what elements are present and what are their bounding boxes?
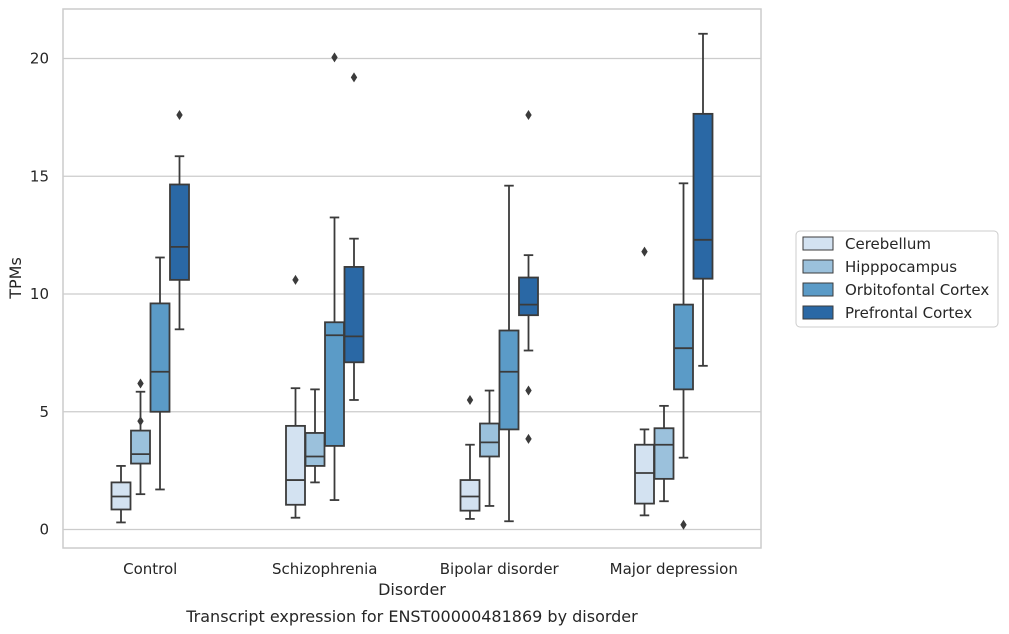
legend-frame: [795, 230, 999, 328]
box-cerebellum: [110, 465, 132, 524]
legend-swatch: [802, 305, 834, 320]
box-groups: [110, 32, 714, 530]
box-body: [459, 479, 481, 512]
outlier-point: [137, 416, 144, 427]
box-body: [130, 429, 151, 465]
box-body: [692, 112, 714, 280]
y-tick-labels: 0 5 10 15 20: [30, 50, 49, 539]
outlier-point: [525, 110, 532, 121]
box-prefrontal-cortex: [692, 32, 714, 367]
outlier-point: [331, 52, 338, 63]
box-cerebellum: [459, 394, 481, 520]
box-body: [304, 432, 326, 467]
box-hipppocampus: [653, 404, 675, 503]
y-tick-label-15: 15: [30, 167, 49, 185]
y-tick-label-5: 5: [39, 403, 49, 421]
x-tick-label-bipolar-disorder: Bipolar disorder: [440, 560, 560, 578]
chart-caption: Transcript expression for ENST0000048186…: [185, 607, 638, 626]
x-tick-label-major-depression: Major depression: [610, 560, 738, 578]
box-body: [169, 183, 190, 281]
box-body: [634, 443, 655, 505]
plot-frame: [62, 8, 762, 549]
legend-label: Orbitofontal Cortex: [845, 281, 989, 299]
box-cerebellum: [285, 274, 306, 519]
box-body: [343, 266, 365, 364]
outlier-point: [525, 433, 532, 444]
legend-item-cerebellum: Cerebellum: [802, 235, 931, 253]
box-group-major-depression: [634, 32, 714, 530]
box-prefrontal-cortex: [169, 110, 190, 331]
outlier-point: [466, 394, 474, 405]
x-tick-label-schizophrenia: Schizophrenia: [272, 560, 377, 578]
box-body: [285, 424, 306, 506]
box-hipppocampus: [130, 378, 151, 496]
legend-item-prefrontal-cortex: Prefrontal Cortex: [802, 304, 972, 322]
outlier-point: [137, 378, 144, 389]
outlier-point: [292, 274, 299, 285]
box-orbitofontal-cortex: [324, 52, 345, 501]
box-body: [498, 329, 520, 431]
legend-item-orbitofontal-cortex: Orbitofontal Cortex: [802, 281, 989, 299]
x-tick-labels: Control Schizophrenia Bipolar disorder Majo…: [123, 560, 738, 578]
outlier-point: [525, 385, 532, 396]
legend-swatch: [802, 259, 834, 274]
outlier-point: [641, 246, 648, 257]
box-body: [653, 427, 675, 480]
box-prefrontal-cortex: [518, 110, 539, 444]
box-body: [149, 302, 171, 413]
legend-item-hipppocampus: Hipppocampus: [802, 258, 957, 276]
box-hipppocampus: [304, 388, 326, 484]
box-orbitofontal-cortex: [673, 182, 694, 530]
y-axis-label: TPMs: [6, 257, 25, 300]
box-body: [673, 303, 694, 391]
legend-label: Hipppocampus: [845, 258, 957, 276]
box-body: [518, 276, 539, 317]
outlier-point: [680, 519, 687, 530]
outlier-point: [176, 110, 183, 121]
legend-swatch: [802, 236, 834, 251]
box-prefrontal-cortex: [343, 72, 365, 401]
y-tick-label-0: 0: [39, 521, 49, 539]
legend-label: Cerebellum: [845, 235, 931, 253]
legend-swatch: [802, 282, 834, 297]
box-group-control: [110, 110, 190, 524]
x-tick-label-control: Control: [123, 560, 177, 578]
box-orbitofontal-cortex: [498, 184, 520, 523]
box-body: [479, 422, 500, 458]
outlier-point: [350, 72, 358, 83]
box-hipppocampus: [479, 389, 500, 507]
legend-label: Prefrontal Cortex: [845, 304, 972, 322]
box-body: [324, 321, 345, 447]
box-group-schizophrenia: [285, 52, 365, 519]
y-tick-label-20: 20: [30, 50, 49, 68]
box-orbitofontal-cortex: [149, 256, 171, 491]
x-axis-label: Disorder: [378, 580, 446, 599]
y-tick-label-10: 10: [30, 285, 49, 303]
legend: Cerebellum Hipppocampus Orbitofontal Corte…: [795, 230, 999, 328]
box-group-bipolar-disorder: [459, 110, 539, 523]
box-cerebellum: [634, 246, 655, 517]
